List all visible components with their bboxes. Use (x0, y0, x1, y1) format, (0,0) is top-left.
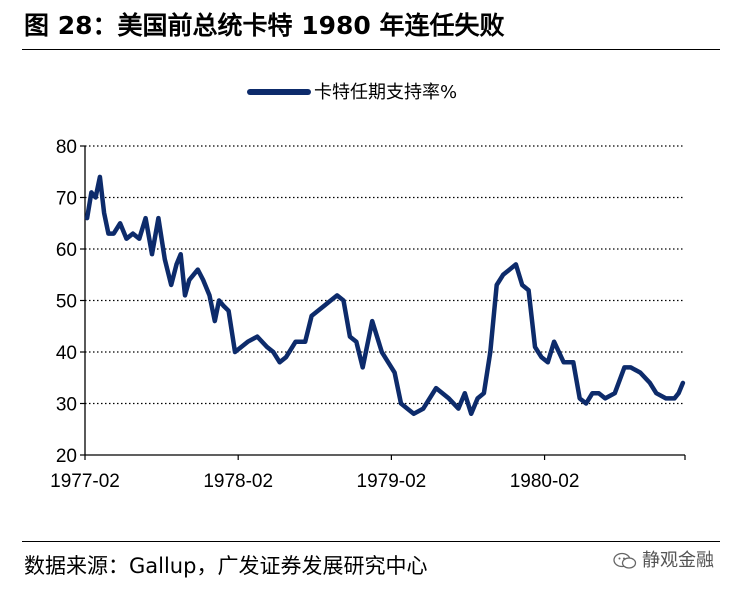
wechat-icon (613, 552, 637, 569)
y-axis-ticks: 20 30 40 50 60 70 80 (56, 137, 85, 467)
y-tick-label: 70 (56, 189, 77, 210)
y-tick-label: 30 (56, 395, 77, 416)
bottom-rule (22, 541, 720, 542)
series-group (84, 174, 686, 417)
y-tick-label: 50 (56, 292, 77, 313)
x-tick-label: 1980-02 (510, 471, 580, 492)
y-tick-label: 80 (56, 137, 77, 158)
x-tick-label: 1979-02 (357, 471, 427, 492)
watermark-text: 静观金融 (642, 550, 714, 571)
y-tick-label: 60 (56, 240, 77, 261)
figure-title: 图 28：美国前总统卡特 1980 年连任失败 (24, 11, 505, 40)
series-line (84, 174, 686, 417)
chart-canvas: 20 30 40 50 60 70 80 1977-02 1978-02 1979-02 1980… (50, 82, 686, 492)
x-axis-ticks: 1977-02 1978-02 1979-02 1980-02 (50, 455, 686, 492)
x-tick-label: 1978-02 (203, 471, 273, 492)
legend: 卡特任期支持率% (247, 82, 457, 103)
x-tick-label: 1977-02 (50, 471, 120, 492)
legend-label: 卡特任期支持率% (314, 82, 457, 103)
source-note: 数据来源：Gallup，广发证券发展研究中心 (24, 554, 428, 578)
y-tick-label: 40 (56, 343, 77, 364)
y-tick-label: 20 (56, 446, 77, 467)
top-rule (22, 49, 720, 50)
